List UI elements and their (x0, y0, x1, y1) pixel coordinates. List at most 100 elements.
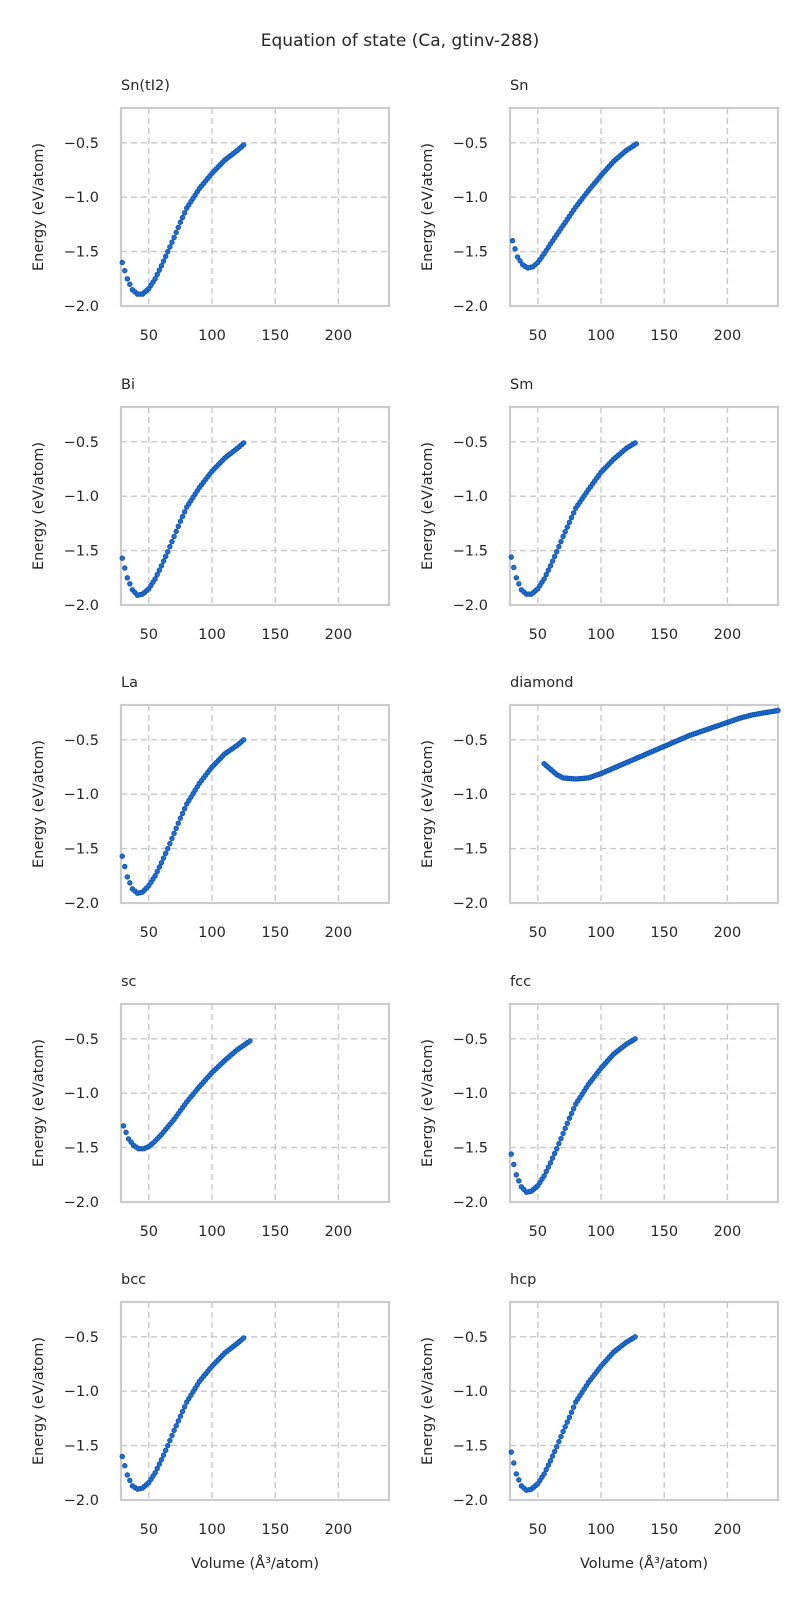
y-tick-label: −1.5 (64, 1439, 99, 1455)
x-tick-label: 100 (587, 1522, 615, 1538)
data-point (177, 219, 184, 225)
data-point (543, 571, 549, 578)
data-point (545, 1462, 552, 1468)
data-point (240, 1335, 247, 1341)
y-tick-label: −1.5 (453, 544, 488, 560)
data-point (171, 234, 177, 241)
data-point (568, 1110, 575, 1117)
data-point (165, 1442, 171, 1449)
x-tick-label: 100 (198, 627, 226, 643)
x-axis-label: Volume (Å³/atom) (191, 1555, 319, 1572)
x-tick-label: 200 (714, 1224, 742, 1240)
y-tick-label: −1.5 (453, 245, 488, 261)
data-point (162, 850, 169, 857)
data-point (508, 554, 514, 560)
panel-title: fcc (510, 974, 531, 990)
data-point (167, 244, 173, 250)
y-tick-label: −2.0 (64, 896, 99, 912)
data-point (562, 1125, 568, 1132)
data-point (560, 1428, 566, 1435)
data-point (509, 238, 516, 244)
data-point (516, 1178, 522, 1184)
data-point (171, 533, 177, 540)
x-tick-label: 150 (261, 1224, 289, 1240)
data-point (124, 575, 131, 581)
data-point (175, 224, 182, 231)
data-point (556, 543, 562, 550)
data-point (181, 210, 188, 216)
x-tick-label: 200 (325, 328, 353, 344)
data-point (240, 737, 247, 743)
data-point (564, 1120, 571, 1127)
data-point (179, 513, 186, 520)
plot-frame (508, 703, 780, 905)
data-point (158, 263, 165, 269)
y-tick-label: −1.0 (64, 1384, 99, 1400)
y-axis-label: Energy (eV/atom) (31, 143, 47, 271)
data-point (127, 581, 133, 587)
plot-frame (119, 106, 391, 308)
eos-series (120, 1038, 253, 1152)
data-point (511, 1460, 517, 1466)
data-point (633, 141, 640, 147)
x-tick-label: 50 (529, 1522, 547, 1538)
data-point (165, 548, 171, 555)
y-tick-label: −0.5 (453, 1330, 488, 1346)
y-tick-label: −0.5 (64, 136, 99, 152)
data-point (512, 246, 518, 252)
x-tick-label: 150 (650, 1522, 678, 1538)
data-point (160, 855, 167, 861)
data-point (181, 806, 188, 812)
data-point (173, 528, 179, 535)
data-point (181, 509, 188, 515)
x-tick-label: 200 (325, 1224, 353, 1240)
y-tick-label: −2.0 (64, 1493, 99, 1509)
data-point (160, 558, 167, 564)
data-point (127, 1477, 133, 1484)
data-point (775, 707, 781, 714)
data-point (516, 1477, 522, 1483)
y-tick-label: −0.5 (64, 1032, 99, 1048)
x-axis-label: Volume (Å³/atom) (580, 1555, 708, 1572)
data-point (154, 868, 160, 875)
eos-panel-7: fcc 50 100 150 200 −2.0 −1.5 −1.0 −0.5 Energy (eV… (420, 974, 780, 1240)
x-tick-label: 200 (325, 1522, 353, 1538)
x-tick-label: 100 (198, 1224, 226, 1240)
y-tick-label: −0.5 (64, 733, 99, 749)
data-point (247, 1038, 253, 1044)
x-tick-label: 100 (587, 627, 615, 643)
y-tick-label: −1.5 (64, 1141, 99, 1157)
data-point (123, 1129, 129, 1136)
data-point (154, 571, 160, 578)
eos-series (541, 707, 781, 782)
eos-panel-3: Sm 50 100 150 200 −2.0 −1.5 −1.0 −0.5 Energy (eV/… (420, 377, 780, 643)
data-point (541, 1173, 547, 1179)
data-point (240, 440, 247, 446)
data-point (558, 1135, 564, 1142)
eos-series (508, 1036, 638, 1195)
data-point (173, 825, 179, 831)
x-tick-label: 100 (587, 328, 615, 344)
x-tick-label: 100 (198, 328, 226, 344)
data-point (124, 276, 131, 282)
data-point (558, 1433, 564, 1440)
y-tick-label: −1.5 (453, 1439, 488, 1455)
data-point (549, 1453, 556, 1459)
data-point (119, 259, 125, 266)
data-point (127, 880, 133, 886)
y-tick-label: −2.0 (453, 598, 488, 614)
y-tick-label: −1.0 (64, 489, 99, 505)
data-point (169, 239, 175, 245)
eos-panel-9: hcp 50 100 150 200 −2.0 −1.5 −1.0 −0.5 Energy (eV… (420, 1272, 780, 1572)
data-point (570, 510, 577, 516)
y-tick-label: −2.0 (64, 598, 99, 614)
y-tick-label: −0.5 (453, 733, 488, 749)
eos-series (509, 141, 640, 271)
y-axis-label: Energy (eV/atom) (31, 1039, 47, 1167)
data-point (632, 1334, 638, 1340)
data-point (181, 1404, 188, 1410)
data-point (122, 565, 128, 571)
data-point (554, 1145, 560, 1152)
y-tick-label: −1.0 (453, 787, 488, 803)
